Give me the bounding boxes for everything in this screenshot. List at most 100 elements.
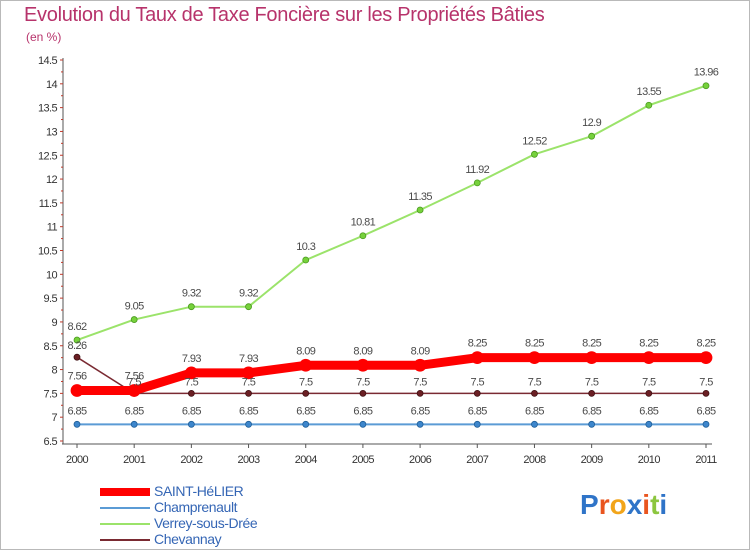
data-point bbox=[645, 420, 653, 428]
data-label: 9.32 bbox=[182, 288, 201, 300]
data-label: 8.25 bbox=[468, 338, 487, 350]
data-label: 8.25 bbox=[525, 338, 544, 350]
y-tick-label: 11 bbox=[47, 222, 58, 234]
y-tick-label: 13.5 bbox=[38, 103, 57, 115]
logo-letter: t bbox=[650, 489, 660, 520]
data-point bbox=[302, 389, 310, 397]
data-label: 6.85 bbox=[468, 405, 487, 417]
data-label: 8.09 bbox=[296, 345, 315, 357]
x-tick-label: 2008 bbox=[523, 454, 546, 466]
data-label: 6.85 bbox=[582, 405, 601, 417]
data-point bbox=[73, 336, 81, 344]
y-tick-label: 11.5 bbox=[39, 198, 58, 210]
x-tick-label: 2006 bbox=[409, 454, 432, 466]
y-tick-label: 14 bbox=[46, 79, 58, 91]
data-point bbox=[302, 256, 310, 264]
data-point bbox=[245, 303, 252, 311]
data-label: 6.85 bbox=[411, 405, 430, 417]
data-label: 8.25 bbox=[639, 338, 658, 350]
data-point bbox=[416, 420, 424, 428]
data-point bbox=[588, 420, 596, 428]
data-label: 6.85 bbox=[696, 405, 715, 417]
logo-letter: r bbox=[598, 489, 610, 520]
data-point bbox=[70, 384, 84, 397]
legend-label: Verrey-sous-Drée bbox=[154, 515, 258, 531]
data-label: 6.85 bbox=[639, 405, 658, 417]
data-point bbox=[416, 206, 424, 214]
data-point bbox=[73, 420, 81, 428]
data-point bbox=[528, 351, 541, 365]
data-point bbox=[702, 389, 710, 397]
data-label: 12.52 bbox=[522, 135, 547, 147]
data-label: 6.85 bbox=[182, 405, 201, 417]
data-point bbox=[473, 179, 481, 187]
legend-label: Champrenault bbox=[154, 499, 238, 515]
legend-label: SAINT-HéLIER bbox=[154, 483, 244, 499]
data-point bbox=[184, 366, 198, 380]
data-point bbox=[699, 351, 713, 365]
data-point bbox=[73, 353, 81, 361]
data-label: 6.85 bbox=[525, 405, 544, 417]
data-label: 6.85 bbox=[67, 405, 86, 417]
x-tick-label: 2000 bbox=[66, 454, 89, 466]
data-label: 7.5 bbox=[127, 376, 141, 388]
series-line bbox=[76, 356, 707, 395]
data-point bbox=[242, 366, 255, 380]
data-label: 9.32 bbox=[239, 288, 258, 300]
data-label: 6.85 bbox=[125, 405, 144, 417]
data-label: 11.92 bbox=[465, 164, 489, 176]
data-point bbox=[245, 420, 252, 428]
x-tick-label: 2007 bbox=[466, 454, 489, 466]
data-label: 8.62 bbox=[67, 321, 86, 333]
x-tick-label: 2002 bbox=[180, 454, 203, 466]
data-point bbox=[359, 232, 367, 240]
data-label: 8.26 bbox=[67, 340, 86, 352]
x-tick-label: 2009 bbox=[581, 454, 604, 466]
data-point bbox=[359, 420, 367, 428]
y-tick-label: 6.5 bbox=[44, 436, 58, 448]
data-point bbox=[473, 389, 481, 397]
logo-letter: o bbox=[609, 489, 627, 520]
legend-label: Chevannay bbox=[154, 531, 222, 547]
data-label: 6.85 bbox=[353, 405, 372, 417]
data-label: 7.56 bbox=[67, 371, 86, 383]
data-label: 7.93 bbox=[239, 353, 258, 365]
data-label: 7.56 bbox=[125, 371, 144, 383]
data-point bbox=[642, 351, 656, 365]
data-label: 6.85 bbox=[296, 405, 315, 417]
x-tick-label: 2011 bbox=[695, 454, 717, 466]
y-tick-label: 7 bbox=[51, 412, 57, 424]
data-point bbox=[588, 389, 596, 397]
x-tick-label: 2001 bbox=[123, 454, 146, 466]
legend-swatch bbox=[100, 488, 150, 496]
legend-swatch bbox=[100, 539, 150, 541]
series-line bbox=[72, 353, 711, 396]
data-point bbox=[413, 358, 427, 372]
legend-swatch bbox=[100, 507, 150, 509]
y-tick-label: 7.5 bbox=[44, 388, 58, 400]
data-point bbox=[299, 358, 313, 372]
data-label: 7.5 bbox=[299, 376, 313, 388]
data-label: 8.09 bbox=[353, 345, 372, 357]
data-point bbox=[531, 150, 538, 158]
logo-letter: i bbox=[642, 489, 651, 520]
y-tick-label: 10 bbox=[46, 269, 58, 281]
y-tick-label: 13 bbox=[46, 126, 58, 138]
data-point bbox=[702, 82, 710, 90]
data-point bbox=[356, 358, 370, 372]
x-tick-label: 2003 bbox=[238, 454, 261, 466]
y-tick-label: 8.5 bbox=[44, 341, 58, 353]
data-point bbox=[645, 389, 653, 397]
data-point bbox=[302, 420, 310, 428]
logo-letter: i bbox=[659, 489, 668, 520]
x-tick-label: 2004 bbox=[295, 454, 318, 466]
data-label: 8.25 bbox=[696, 338, 715, 350]
logo-letter: x bbox=[626, 489, 643, 520]
data-point bbox=[127, 384, 141, 397]
data-label: 7.5 bbox=[413, 376, 427, 388]
data-label: 7.5 bbox=[699, 376, 713, 388]
data-point bbox=[359, 389, 367, 397]
data-label: 7.5 bbox=[528, 376, 542, 388]
